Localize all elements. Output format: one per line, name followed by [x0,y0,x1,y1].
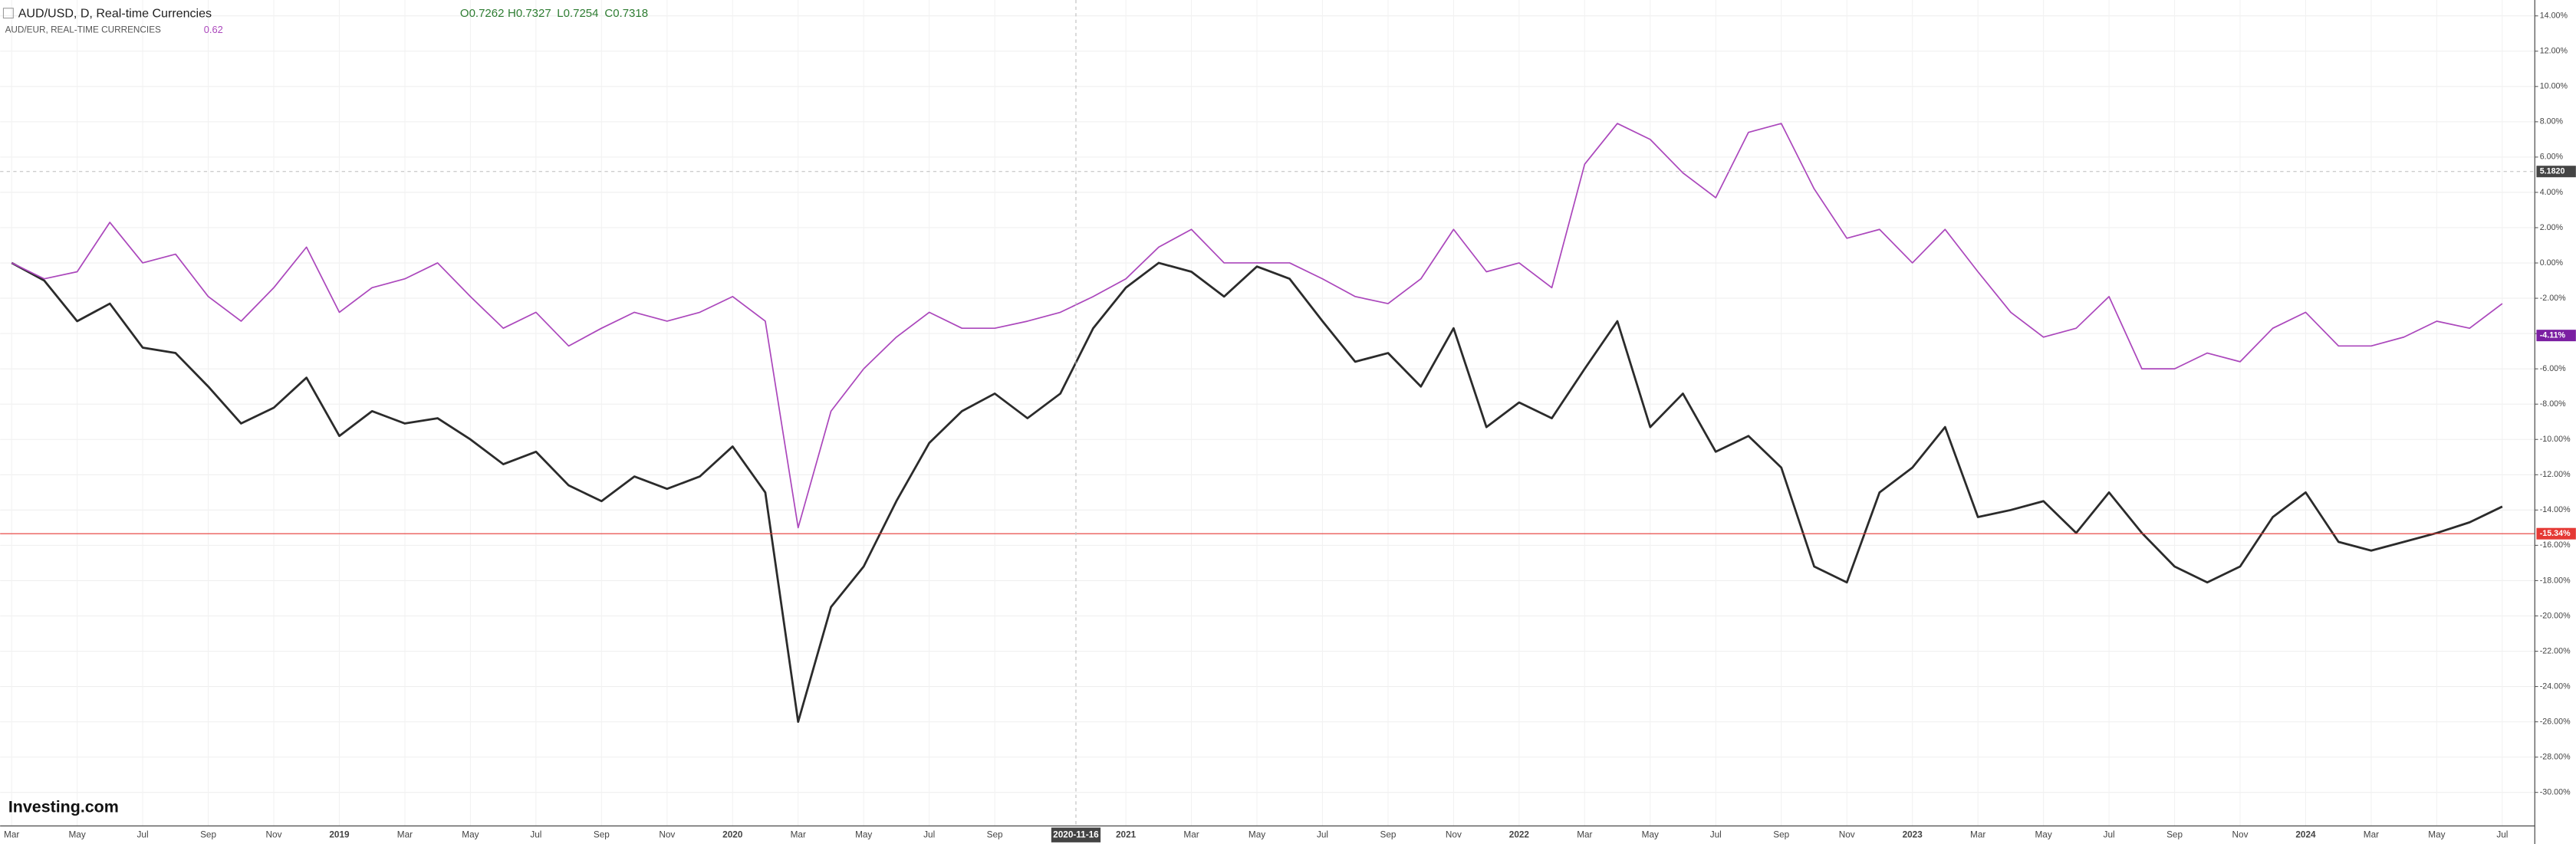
y-tick-label: -20.00% [2540,611,2571,620]
ohlc-low: L0.7254 [557,7,598,20]
x-tick-label: Mar [791,829,806,839]
collapse-icon[interactable] [2,8,14,19]
x-tick-label: Jul [2104,829,2115,839]
x-tick-label: Jul [137,829,149,839]
crosshair-x-box [1051,827,1101,842]
x-tick-label: Jul [923,829,935,839]
x-tick-label: May [462,829,479,839]
x-tick-label: Nov [1839,829,1855,839]
y-tick-label: -18.00% [2540,576,2571,585]
y-tick-label: 6.00% [2540,153,2564,162]
y-tick-label: 8.00% [2540,117,2564,126]
x-tick-label: Sep [1380,829,1396,839]
x-tick-label: Mar [4,829,19,839]
x-tick-label: 2019 [329,829,350,839]
x-tick-label: Mar [2364,829,2379,839]
x-tick-label: Nov [1446,829,1462,839]
y-tick-label: 14.00% [2540,11,2568,21]
y-tick-label: -26.00% [2540,717,2571,726]
ohlc-close: C0.7318 [604,7,648,20]
y-tick-label: 10.00% [2540,82,2568,91]
x-tick-label: Nov [2232,829,2249,839]
crosshair-y-box [2536,166,2576,178]
x-tick-label: Jul [2496,829,2508,839]
y-tick-label: -10.00% [2540,435,2571,444]
y-tick-label: 4.00% [2540,188,2564,197]
x-tick-label: Jul [1710,829,1722,839]
x-tick-label: Mar [1970,829,1985,839]
x-tick-label: May [2035,829,2051,839]
y-tick-label: -2.00% [2540,294,2566,303]
x-tick-label: May [2428,829,2445,839]
y-tick-label: -12.00% [2540,470,2571,479]
plot [0,0,2535,826]
x-tick-label: 2020 [722,829,743,839]
x-tick-label: May [855,829,872,839]
logo: Investing.com [8,798,119,816]
subtitle-value: 0.62 [204,24,223,35]
x-tick-label: 2021 [1116,829,1137,839]
x-tick-label: 2024 [2295,829,2316,839]
y-tick-label: -8.00% [2540,399,2566,409]
x-tick-label: May [1249,829,1265,839]
last-value-label: -15.34% [2540,529,2571,538]
y-tick-label: -28.00% [2540,752,2571,761]
x-tick-label: 2022 [1509,829,1530,839]
grid [0,0,2535,826]
x-tick-label: Sep [594,829,610,839]
x-tick-label: Jul [1317,829,1328,839]
chart-title: AUD/USD, D, Real-time Currencies [18,6,212,20]
y-tick-label: -16.00% [2540,540,2571,550]
y-tick-label: -24.00% [2540,681,2571,691]
x-tick-label: May [68,829,85,839]
x-tick-label: Mar [397,829,413,839]
x-tick-label: Jul [530,829,541,839]
x-tick-label: Nov [659,829,675,839]
x-tick-label: Sep [1773,829,1789,839]
x-tick-label: Sep [2166,829,2183,839]
x-tick-label: Mar [1183,829,1199,839]
x-tick-label: Sep [987,829,1003,839]
crosshair-x-label: 2020-11-16 [1053,829,1099,839]
x-tick-label: May [1642,829,1659,839]
x-tick-label: Mar [1577,829,1592,839]
y-tick-label: -6.00% [2540,364,2566,373]
y-tick-label: 12.00% [2540,47,2568,56]
y-tick-label: 2.00% [2540,223,2564,232]
series-line [11,261,2503,724]
y-tick-label: -22.00% [2540,646,2571,655]
y-tick-label: 0.00% [2540,258,2564,268]
crosshair-y-label: 5.1820 [2540,167,2565,176]
ohlc-open: O0.7262 [460,7,505,20]
x-tick-label: Sep [200,829,216,839]
last-value-label: -4.11% [2540,330,2566,340]
y-tick-label: -30.00% [2540,788,2571,797]
subtitle: AUD/EUR, REAL-TIME CURRENCIES [5,25,161,35]
x-tick-label: Nov [266,829,282,839]
last-value-box [2536,527,2576,540]
series-line [11,123,2503,529]
ohlc-high: H0.7327 [508,7,551,20]
y-tick-label: -14.00% [2540,505,2571,514]
last-value-box [2536,330,2576,342]
x-tick-label: 2023 [1903,829,1923,839]
